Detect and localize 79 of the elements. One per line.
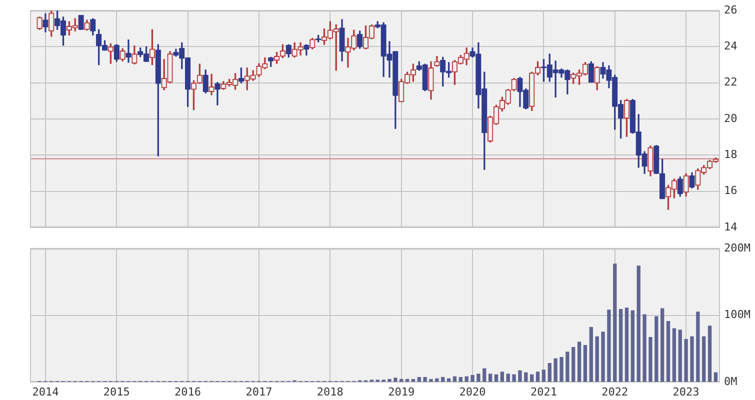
bar	[464, 376, 468, 382]
bar	[482, 368, 486, 382]
x-tick-label: 2022	[602, 385, 628, 398]
y-tick-label: 100M	[724, 308, 751, 322]
y-tick-label: 14	[724, 220, 738, 234]
y-tick-label: 22	[724, 76, 738, 89]
bar	[441, 377, 445, 382]
y-tick-label: 18	[724, 148, 738, 161]
bar	[435, 378, 439, 382]
y-tick-label: 26	[724, 3, 738, 16]
bar	[678, 330, 682, 382]
bar	[417, 377, 421, 382]
bar	[548, 362, 552, 382]
bar	[488, 374, 492, 382]
x-tick-label: 2021	[530, 385, 557, 398]
bar	[684, 338, 688, 382]
bar	[708, 326, 712, 382]
bar	[583, 344, 588, 382]
bar	[388, 379, 392, 382]
bar	[423, 377, 427, 382]
bar	[642, 314, 646, 382]
y-tick-label: 20	[724, 112, 738, 125]
bar	[518, 370, 522, 382]
x-tick-label: 2023	[672, 385, 700, 398]
x-tick-label: 2020	[459, 385, 486, 398]
bar	[458, 377, 462, 382]
bar	[618, 308, 623, 382]
x-tick-label: 2014	[32, 385, 60, 398]
bar	[554, 358, 558, 382]
bar	[494, 374, 498, 382]
bar	[577, 342, 582, 382]
x-tick-label: 2018	[316, 385, 344, 398]
bar	[470, 375, 474, 382]
bar	[536, 372, 540, 382]
bar	[512, 374, 516, 382]
bar	[660, 308, 664, 382]
bar	[506, 374, 510, 382]
bar	[429, 379, 433, 382]
bar	[572, 346, 576, 382]
y-tick-label: 16	[724, 184, 738, 198]
bar	[405, 379, 410, 382]
bar	[613, 264, 617, 382]
bar	[394, 378, 398, 382]
bar	[566, 352, 570, 382]
candlestick	[208, 74, 214, 96]
y-tick-label: 0M	[724, 374, 738, 388]
bar	[446, 378, 451, 382]
y-tick-label: 24	[724, 40, 738, 53]
x-tick-label: 2017	[246, 385, 272, 398]
bar	[607, 310, 611, 382]
bar	[624, 308, 629, 382]
bar	[542, 370, 546, 382]
y-tick-label: 200M	[724, 241, 751, 254]
bar	[560, 356, 564, 382]
x-tick-label: 2016	[174, 385, 202, 398]
bar	[702, 336, 706, 382]
bar	[672, 328, 676, 382]
bar	[476, 374, 480, 382]
bar	[648, 336, 652, 382]
bar	[452, 376, 457, 382]
bar	[636, 266, 640, 382]
candlestick	[214, 82, 220, 106]
bar	[630, 310, 634, 382]
bar	[400, 379, 404, 382]
bar	[714, 372, 718, 382]
x-tick-label: 2015	[103, 385, 130, 398]
bar	[654, 316, 658, 382]
bar	[411, 379, 416, 382]
bar	[589, 326, 593, 382]
bar	[524, 372, 528, 382]
bar	[690, 336, 694, 382]
bar	[666, 320, 670, 382]
bar	[530, 374, 534, 382]
bar	[696, 312, 700, 382]
bar	[500, 372, 504, 382]
bar	[601, 332, 605, 382]
candlestick	[126, 40, 132, 63]
bar	[595, 336, 599, 382]
x-tick-label: 2019	[388, 385, 415, 398]
